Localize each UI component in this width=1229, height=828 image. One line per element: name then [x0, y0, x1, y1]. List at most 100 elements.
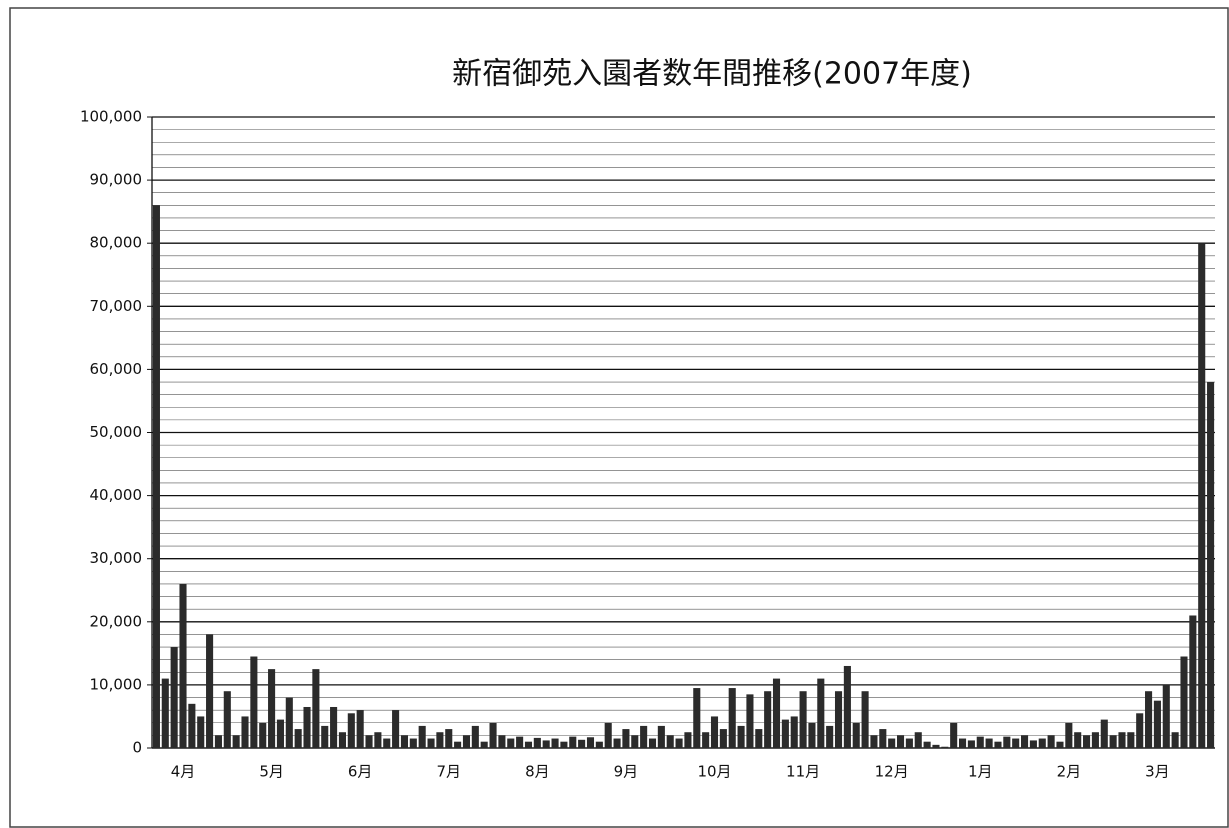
bar [276, 719, 284, 748]
bar [1047, 735, 1055, 748]
bar [321, 725, 329, 748]
x-tick-label: 5月 [259, 763, 284, 781]
bar [1065, 722, 1073, 748]
x-tick-label: 3月 [1145, 763, 1170, 781]
bar [861, 691, 869, 748]
x-tick-label: 12月 [875, 763, 909, 781]
bar [560, 741, 568, 748]
x-tick-label: 6月 [348, 763, 373, 781]
bar [507, 738, 515, 748]
bar [1198, 243, 1206, 748]
x-tick-label: 8月 [525, 763, 550, 781]
x-tick-label: 11月 [786, 763, 820, 781]
bar [524, 741, 533, 748]
bar [1074, 732, 1082, 748]
bar [586, 737, 595, 748]
bar [418, 725, 426, 748]
bar [967, 740, 975, 748]
bar [542, 740, 550, 748]
bar [719, 729, 727, 748]
bar [1118, 732, 1126, 748]
bar [896, 735, 905, 748]
bar [640, 725, 648, 748]
bar [223, 691, 231, 748]
bar [932, 744, 940, 748]
bar [462, 735, 471, 748]
bar [330, 706, 338, 748]
bar [808, 722, 816, 748]
bar [427, 738, 435, 748]
bar [409, 738, 417, 748]
bar [870, 735, 878, 748]
bar [1091, 732, 1099, 748]
bar [985, 738, 993, 748]
bar [312, 669, 320, 748]
bar [702, 732, 710, 748]
bar [241, 716, 249, 748]
y-tick-label: 100,000 [80, 108, 142, 126]
bar [994, 741, 1002, 748]
bar [480, 741, 488, 748]
bar [1012, 738, 1020, 748]
y-tick-label: 50,000 [90, 423, 143, 441]
bar [347, 713, 355, 748]
bar [1083, 735, 1091, 748]
bar [471, 725, 479, 748]
bar [1136, 713, 1144, 748]
bar [268, 669, 276, 748]
bar [179, 583, 187, 748]
bar [551, 738, 559, 748]
bar [843, 665, 851, 748]
bar [675, 738, 683, 748]
bar [383, 738, 391, 748]
bar [454, 741, 462, 748]
bar [232, 735, 240, 748]
bar [374, 732, 382, 748]
bar [188, 703, 196, 748]
bar [923, 741, 931, 748]
bar [1127, 732, 1135, 748]
bar [1109, 735, 1117, 748]
bar [1207, 382, 1215, 748]
bar [852, 722, 860, 748]
bar [772, 678, 781, 748]
bar [950, 722, 958, 748]
x-tick-label: 10月 [697, 763, 731, 781]
bar [1056, 741, 1064, 748]
y-tick-label: 20,000 [90, 612, 143, 630]
bar [657, 725, 665, 748]
bar [1171, 732, 1179, 748]
bar [152, 205, 160, 749]
bar [578, 739, 586, 748]
bar [445, 729, 453, 748]
bar [595, 741, 603, 748]
bar [400, 735, 409, 748]
bar [259, 722, 267, 748]
bar [888, 738, 896, 748]
bar [737, 725, 745, 748]
x-tick-label: 1月 [968, 763, 993, 781]
x-tick-label: 4月 [171, 763, 196, 781]
bar [826, 725, 834, 748]
bar [666, 735, 674, 748]
bar [365, 735, 373, 748]
y-tick-label: 80,000 [90, 234, 143, 252]
y-tick-label: 0 [132, 739, 142, 757]
bar [817, 678, 825, 748]
bar [356, 710, 364, 748]
bar [197, 716, 205, 748]
bar [746, 694, 754, 748]
bar [1003, 736, 1011, 748]
bar [976, 736, 984, 748]
bar [1100, 719, 1108, 748]
bar [436, 732, 444, 748]
bar [303, 706, 311, 748]
bar [1038, 738, 1046, 748]
bar [294, 729, 302, 748]
bar [764, 691, 772, 748]
y-tick-label: 30,000 [90, 549, 143, 567]
bar [790, 716, 798, 748]
bar [941, 746, 949, 748]
bar [516, 736, 524, 748]
